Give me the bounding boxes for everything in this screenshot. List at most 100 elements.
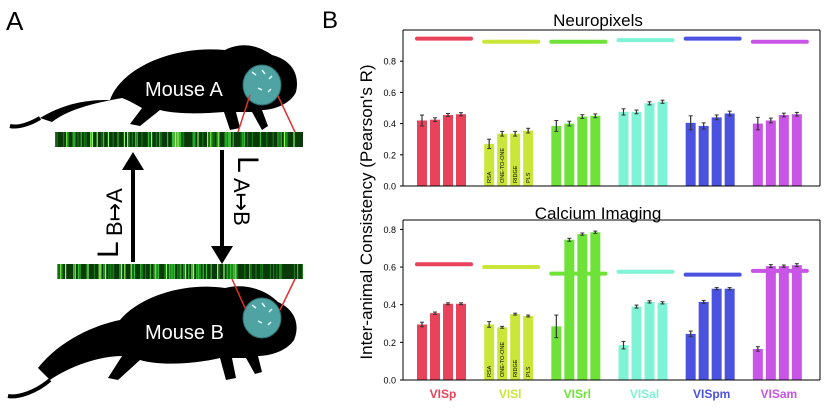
raster-stripe [109, 264, 111, 279]
raster-stripe [127, 132, 129, 147]
raster-stripe [154, 264, 156, 279]
chart-title: Neuropixels [553, 11, 643, 30]
bar [618, 111, 629, 186]
raster-stripe [73, 264, 75, 279]
raster-stripe [210, 132, 212, 147]
raster-stripe [172, 264, 174, 279]
raster-stripe [226, 132, 228, 147]
bar [752, 348, 763, 380]
raster-stripe [105, 264, 107, 279]
y-tick-label: 0.4 [383, 119, 396, 129]
bar [791, 265, 802, 380]
bar [484, 324, 495, 380]
raster-stripe [226, 264, 228, 279]
bar [417, 324, 427, 380]
raster-stripe [136, 132, 138, 147]
raster-stripe [85, 132, 87, 147]
raster-stripe [255, 264, 257, 279]
raster-stripe [117, 132, 119, 147]
raster-stripe [85, 264, 87, 279]
chart-title: Calcium Imaging [535, 204, 662, 223]
raster-stripe [178, 264, 180, 279]
bar [711, 117, 722, 186]
raster-stripe [269, 264, 271, 279]
bar [590, 115, 601, 186]
raster-stripe [229, 132, 231, 147]
raster-stripe [188, 264, 190, 279]
raster-stripe [193, 264, 195, 279]
raster-stripe [55, 132, 57, 147]
raster-stripe [177, 264, 179, 279]
raster-stripe [244, 264, 246, 279]
raster-stripe [213, 132, 215, 147]
raster-stripe [180, 264, 182, 279]
raster-stripe [250, 264, 252, 279]
raster-stripe [185, 264, 187, 279]
bar [698, 301, 709, 380]
y-tick-label: 0.8 [383, 225, 396, 235]
bar [778, 115, 789, 186]
bar [443, 303, 453, 380]
y-tick-label: 0.0 [383, 182, 396, 192]
raster-stripe [147, 132, 149, 147]
mouse-b-label: Mouse B [145, 322, 224, 344]
bar [711, 288, 722, 380]
panel-a: A Mouse A L B↦A [6, 6, 303, 399]
y-tick-label: 0.4 [383, 300, 396, 310]
raster-stripe [175, 132, 177, 147]
raster-stripe [279, 132, 281, 147]
raster-stripe [211, 132, 213, 147]
raster-stripe [100, 264, 102, 279]
transform-a-to-b-symbol: L [231, 156, 264, 173]
raster-stripe [194, 132, 196, 147]
raster-stripe [145, 264, 147, 279]
raster-stripe [74, 264, 76, 279]
raster-stripe [287, 132, 289, 147]
raster-stripe [135, 132, 137, 147]
bar [523, 316, 534, 380]
raster-stripe [167, 132, 169, 147]
raster-stripe [160, 132, 162, 147]
raster-stripe [167, 264, 169, 279]
raster-stripe [151, 132, 153, 147]
raster-stripe [65, 264, 67, 279]
neural-raster-bottom [57, 264, 303, 279]
raster-stripe [216, 132, 218, 147]
bar [456, 114, 466, 186]
panel-b: B Inter-animal Consistency (Pearson's R)… [322, 7, 821, 401]
raster-stripe [112, 132, 114, 147]
panel-b-letter: B [322, 7, 338, 34]
raster-stripe [229, 264, 231, 279]
raster-stripe [233, 264, 235, 279]
transform-a-to-b-label: L A↦B [229, 156, 264, 226]
raster-stripe [72, 132, 74, 147]
raster-stripe [240, 132, 242, 147]
bar [791, 114, 802, 186]
bar [577, 234, 588, 380]
bar [657, 101, 668, 186]
raster-stripe [183, 264, 185, 279]
raster-stripe [123, 132, 125, 147]
method-label: RSA [487, 365, 493, 377]
bar [564, 123, 575, 186]
bar [644, 103, 655, 186]
raster-stripe [90, 132, 92, 147]
raster-stripe [181, 132, 183, 147]
raster-stripe [124, 264, 126, 279]
raster-stripe [196, 264, 198, 279]
method-label: PLS [526, 366, 532, 377]
bar [657, 302, 668, 380]
raster-stripe [173, 132, 175, 147]
bar [698, 125, 709, 186]
raster-stripe [61, 264, 63, 279]
bar [523, 130, 534, 186]
raster-stripe [234, 264, 236, 279]
raster-stripe [293, 264, 295, 279]
method-label: ONE-TO-ONE [500, 148, 506, 183]
raster-stripe [279, 264, 281, 279]
raster-stripe [121, 264, 123, 279]
bar [417, 120, 427, 186]
chart-neuropixels: Neuropixels 0.0 0.2 0.4 0.6 0.8 RSA ONE-TO-ONE R… [383, 11, 821, 192]
raster-stripe [273, 264, 275, 279]
bar [644, 301, 655, 380]
